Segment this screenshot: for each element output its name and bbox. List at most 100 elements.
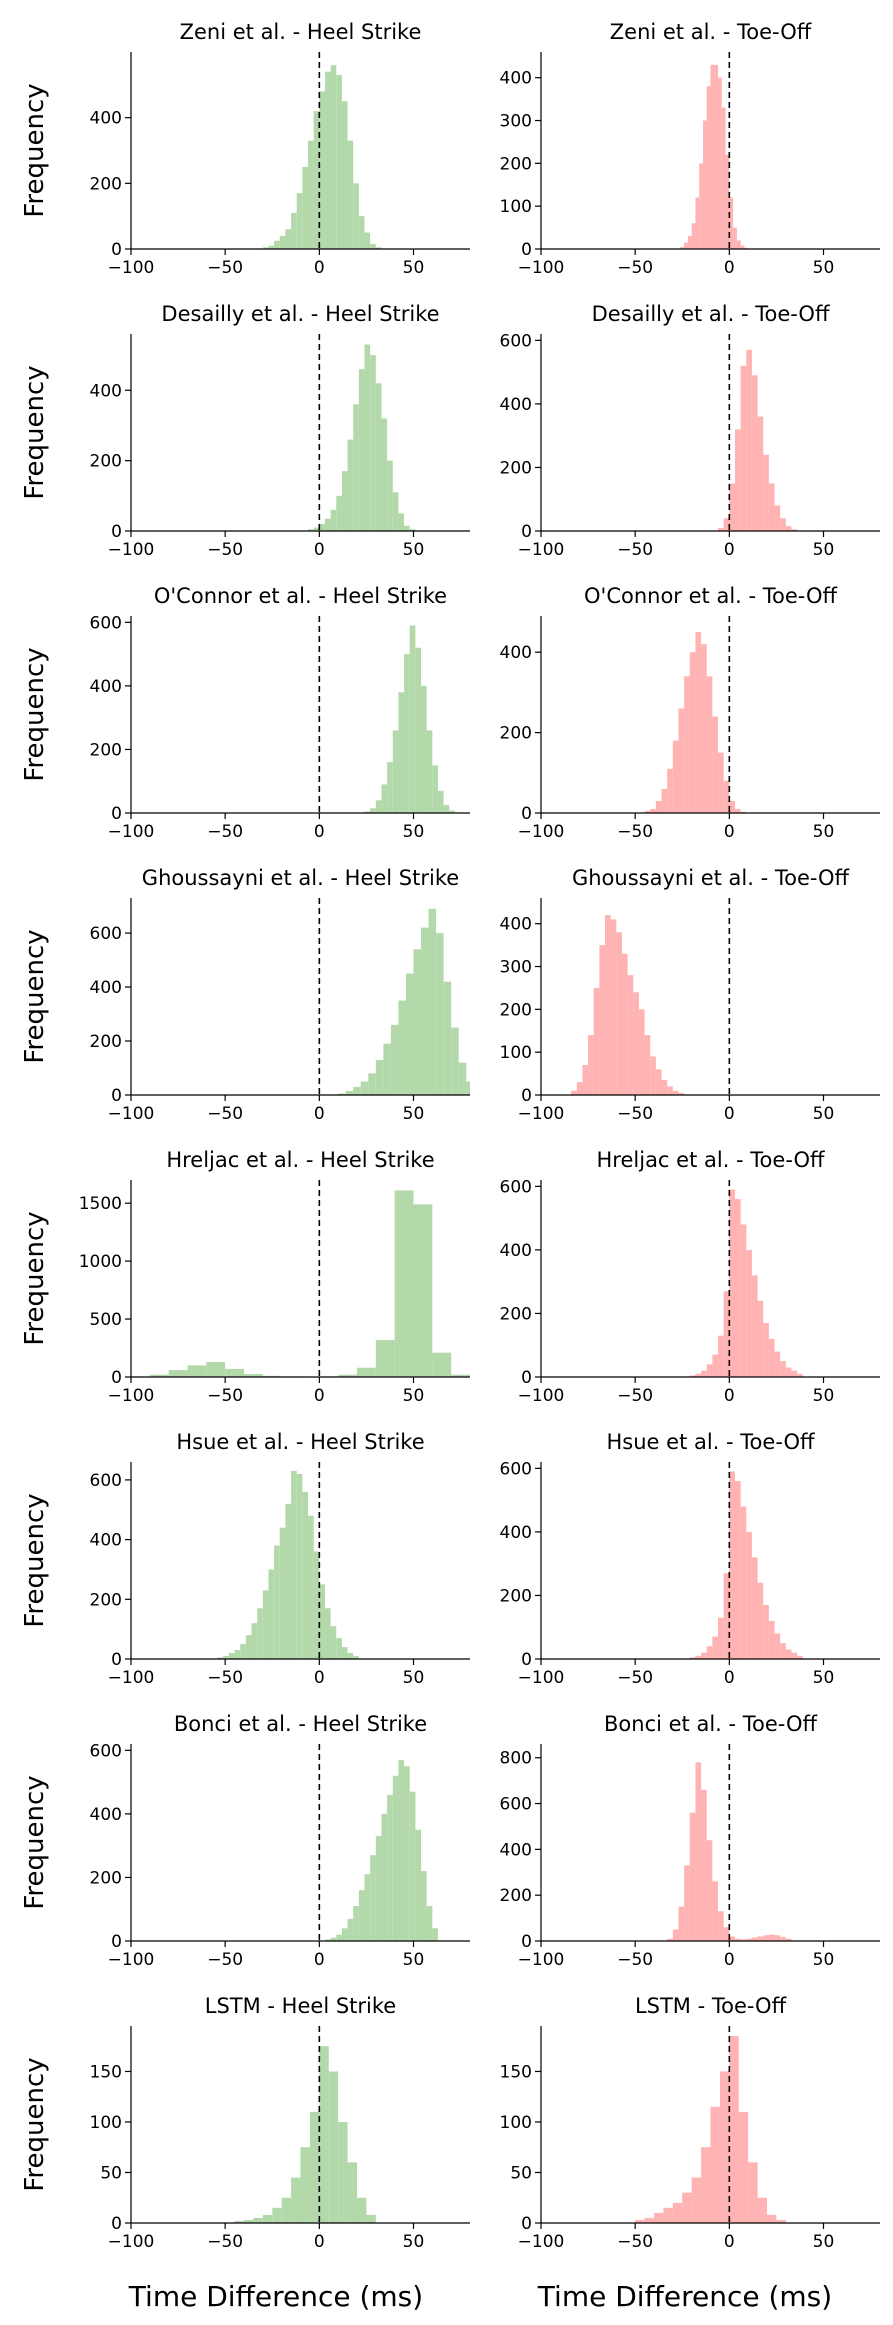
histogram-bar (415, 1829, 422, 1941)
histogram-bar (381, 784, 388, 813)
x-tick-label: 50 (813, 822, 835, 842)
x-tick-label: 0 (314, 2232, 325, 2252)
histogram-bar (633, 992, 639, 1095)
y-tick-label: 400 (500, 915, 532, 935)
histogram-bar (366, 2214, 376, 2223)
histogram-bar (785, 1649, 792, 1659)
histogram-bar (691, 223, 696, 249)
histogram-bars (667, 1762, 792, 1941)
y-axis-label: Frequency (20, 365, 50, 499)
histogram-bars (131, 1190, 470, 1377)
histogram-bar (206, 1361, 226, 1377)
y-tick-label: 1500 (79, 1194, 122, 1214)
y-tick-label: 600 (500, 331, 532, 351)
y-axis-label: Frequency (20, 1211, 50, 1345)
y-tick-label: 1000 (79, 1252, 122, 1272)
histogram-bar (347, 140, 354, 249)
histogram-bar (262, 247, 269, 249)
y-tick-label: 200 (90, 452, 122, 472)
histogram-bar (291, 2177, 301, 2223)
histogram-bar (341, 1928, 348, 1941)
x-tick-label: 0 (314, 540, 325, 560)
histogram-bar (336, 1934, 342, 1941)
histogram-bar (392, 730, 399, 813)
x-tick-label: 50 (403, 258, 425, 278)
histogram-bar (706, 1840, 713, 1941)
histogram-bar (364, 1874, 371, 1941)
histogram-bar (734, 1199, 741, 1377)
histogram-bars (308, 344, 416, 531)
y-axis-label: Frequency (20, 1775, 50, 1909)
x-tick-label: −50 (617, 1668, 653, 1688)
histogram-bar (667, 768, 673, 813)
histogram-bar (375, 1059, 384, 1095)
histogram-bar (375, 247, 382, 249)
histogram-bar (338, 1374, 357, 1377)
x-tick-label: 50 (813, 1950, 835, 1970)
y-tick-label: 200 (90, 1590, 122, 1610)
histogram-bar (638, 1009, 645, 1095)
panel-title: Hsue et al. - Toe-Off (607, 1430, 815, 1454)
histogram-bar (375, 1836, 382, 1941)
x-tick-label: 50 (403, 1950, 425, 1970)
histogram-bar (744, 247, 749, 249)
x-tick-label: −100 (518, 822, 565, 842)
histogram-bar (695, 1655, 702, 1659)
histogram-bar (729, 800, 735, 813)
y-axis-label: Frequency (20, 2057, 50, 2191)
y-tick-label: 0 (111, 522, 122, 542)
histogram-bar (347, 2162, 357, 2223)
histogram-bar (336, 495, 342, 531)
y-tick-label: 0 (521, 1086, 532, 1106)
panel-lstm-heel-strike: LSTM - Heel Strike −100 −50 0 50 0 50 100 150 Fre… (20, 1994, 470, 2252)
histogram-bars (324, 1759, 438, 1941)
histogram-bar (296, 1473, 303, 1659)
histogram-bar (262, 1590, 269, 1659)
histogram-bar (285, 1503, 292, 1659)
histogram-bar (751, 1557, 758, 1659)
histogram-bar (244, 2219, 254, 2223)
histogram-bar (695, 1762, 702, 1941)
histogram-bar (712, 1636, 719, 1659)
histogram-bar (432, 1352, 452, 1377)
histogram-bar (353, 183, 359, 249)
histogram-bar (746, 349, 752, 531)
histogram-bar (370, 355, 376, 531)
y-tick-label: 0 (521, 240, 532, 260)
histogram-bar (701, 1370, 707, 1377)
histogram-bar (701, 1652, 707, 1659)
y-tick-label: 200 (90, 740, 122, 760)
histogram-bar (712, 716, 719, 813)
panel-title: Bonci et al. - Toe-Off (604, 1712, 817, 1736)
histogram-bar (721, 107, 726, 249)
histogram-bar (689, 1657, 696, 1659)
histogram-bar (291, 212, 297, 249)
histogram-bar (719, 2071, 730, 2223)
histogram-bar (451, 1374, 470, 1377)
x-tick-label: 0 (314, 258, 325, 278)
histogram-bars (338, 908, 470, 1095)
x-tick-label: 50 (403, 1104, 425, 1124)
histogram-bar (341, 101, 348, 249)
histogram-bar (392, 1775, 399, 1941)
x-tick-label: 50 (813, 1386, 835, 1406)
histogram-bar (387, 460, 393, 531)
histogram-bar (300, 2147, 310, 2223)
histogram-bar (353, 1656, 359, 1659)
x-tick-label: 50 (403, 822, 425, 842)
y-tick-label: 300 (500, 112, 532, 132)
histogram-bars (262, 65, 382, 250)
histogram-bars (217, 1470, 359, 1659)
panel-title: Hreljac et al. - Heel Strike (166, 1148, 434, 1172)
histogram-bar (313, 1551, 320, 1659)
x-tick-label: −100 (518, 1668, 565, 1688)
x-tick-label: −50 (207, 2232, 243, 2252)
histogram-bar (661, 788, 668, 813)
histogram-bar (451, 1027, 459, 1095)
histogram-bar (599, 945, 606, 1095)
histogram-bar (695, 197, 700, 249)
histogram-bar (387, 762, 393, 813)
histogram-bar (149, 1374, 169, 1377)
histogram-bar (605, 915, 611, 1095)
histogram-bar (338, 1093, 346, 1095)
